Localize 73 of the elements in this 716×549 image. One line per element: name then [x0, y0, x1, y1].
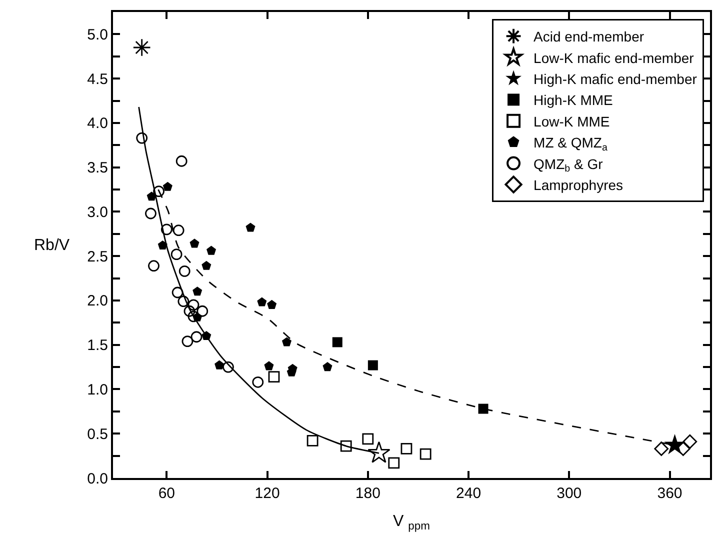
point	[160, 224, 172, 236]
point	[190, 331, 202, 343]
point	[388, 457, 400, 469]
point	[340, 440, 352, 452]
point	[158, 240, 168, 250]
x-tick-label: 300	[556, 485, 582, 502]
y-tick-label: 1.5	[87, 337, 108, 354]
point	[148, 260, 160, 272]
point	[400, 443, 412, 454]
point	[268, 371, 280, 383]
point	[246, 222, 256, 232]
y-tick-label: 4.5	[87, 70, 108, 88]
point	[196, 305, 208, 317]
point	[257, 297, 267, 306]
x-tick-label: 360	[657, 485, 682, 502]
y-tick-label: 4.0	[87, 115, 108, 132]
point	[145, 208, 156, 220]
point	[654, 442, 669, 456]
point	[306, 435, 318, 446]
point	[368, 441, 390, 463]
point	[420, 448, 432, 460]
legend-label: High-K mafic end-member	[534, 70, 698, 87]
point	[146, 192, 156, 201]
legend-label: Low-K MME	[534, 113, 610, 130]
point	[178, 265, 190, 277]
x-tick-label: 240	[456, 485, 482, 502]
point	[172, 224, 184, 236]
legend-label: QMZ$_{b}$ & Gr	[534, 156, 604, 175]
x-axis-title: V $_{ppm}$	[393, 513, 430, 533]
point	[170, 248, 182, 260]
point	[136, 132, 148, 144]
point	[132, 38, 151, 57]
point	[182, 336, 194, 348]
y-tick-label: 2.5	[87, 248, 108, 266]
point	[184, 305, 196, 317]
point	[252, 376, 264, 388]
y-axis-title: Rb/V	[34, 237, 70, 254]
point	[362, 433, 374, 445]
legend-label: High-K MME	[534, 92, 613, 108]
y-tick-label: 1.0	[87, 381, 108, 398]
point	[222, 361, 234, 373]
point	[178, 296, 190, 308]
point	[282, 337, 292, 346]
point	[267, 300, 277, 309]
point	[368, 360, 378, 370]
point	[682, 434, 698, 449]
point	[188, 299, 200, 311]
point	[202, 260, 212, 270]
point	[162, 182, 172, 191]
x-tick-label: 180	[355, 485, 380, 502]
y-tick-label: 3.5	[87, 160, 108, 177]
y-tick-label: 5.0	[87, 26, 108, 44]
y-tick-label: 0.5	[87, 426, 108, 443]
legend-label: Lamprophyres	[534, 176, 624, 193]
legend-label: MZ & QMZ$_{a}$	[534, 134, 608, 154]
y-tick-label: 3.0	[87, 204, 108, 221]
point	[190, 238, 200, 248]
x-tick-label: 120	[254, 485, 280, 502]
point	[192, 286, 202, 296]
point	[332, 337, 342, 348]
x-tick-label: 60	[158, 485, 176, 502]
y-tick-label: 0.0	[87, 470, 108, 488]
legend-label: Low-K mafic end-member	[534, 50, 694, 66]
point	[264, 361, 274, 370]
point	[322, 362, 332, 372]
legend-label: Acid end-member	[534, 28, 644, 45]
y-tick-label: 2.0	[87, 292, 108, 310]
point	[176, 155, 188, 167]
point	[153, 186, 164, 197]
point	[214, 360, 224, 370]
point	[206, 246, 216, 255]
point	[172, 286, 184, 298]
point	[478, 404, 488, 414]
